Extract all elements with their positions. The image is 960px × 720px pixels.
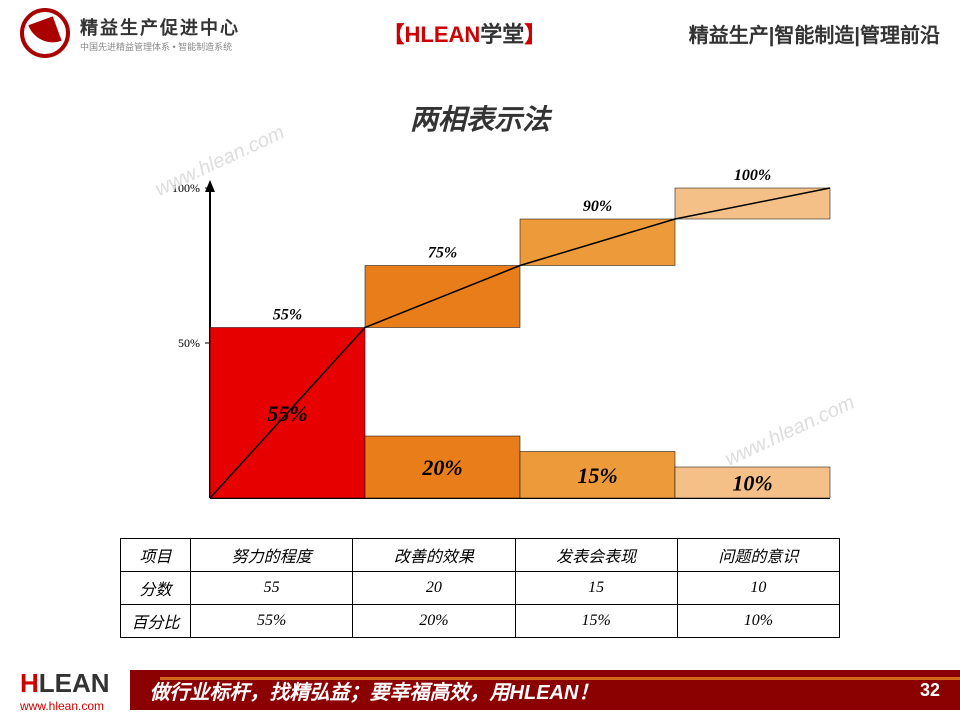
- row-header: 项目: [121, 539, 191, 572]
- data-table: 项目努力的程度改善的效果发表会表现问题的意识分数55201510百分比55%20…: [120, 538, 840, 638]
- svg-text:20%: 20%: [421, 455, 462, 480]
- svg-text:10%: 10%: [732, 471, 772, 496]
- table-row: 分数55201510: [121, 572, 840, 605]
- table-cell: 55: [191, 572, 353, 605]
- table-cell: 20%: [353, 605, 515, 638]
- page-title: 两相表示法: [0, 98, 960, 138]
- page-number: 32: [920, 680, 940, 701]
- table-cell: 发表会表现: [515, 539, 677, 572]
- row-header: 百分比: [121, 605, 191, 638]
- table-cell: 15: [515, 572, 677, 605]
- svg-text:55%: 55%: [273, 307, 302, 324]
- footer-url: www.hlean.com: [20, 699, 110, 713]
- svg-text:15%: 15%: [577, 463, 617, 488]
- svg-text:75%: 75%: [428, 245, 457, 262]
- header-right: 精益生产|智能制造|管理前沿: [689, 19, 940, 48]
- table-row: 百分比55%20%15%10%: [121, 605, 840, 638]
- footer: HLEAN www.hlean.com 做行业标杆，找精弘益；要幸福高效，用HL…: [0, 660, 960, 720]
- svg-text:100%: 100%: [734, 167, 771, 184]
- table-cell: 15%: [515, 605, 677, 638]
- footer-bar: 做行业标杆，找精弘益；要幸福高效，用HLEAN！ 32: [130, 670, 960, 710]
- table-cell: 努力的程度: [191, 539, 353, 572]
- logo-area: 精益生产促进中心 中国先进精益管理体系 • 智能制造系统: [20, 8, 240, 58]
- table-cell: 问题的意识: [677, 539, 839, 572]
- row-header: 分数: [121, 572, 191, 605]
- logo-title: 精益生产促进中心: [80, 14, 240, 40]
- table-row: 项目努力的程度改善的效果发表会表现问题的意识: [121, 539, 840, 572]
- svg-text:90%: 90%: [583, 198, 612, 215]
- logo-icon: [20, 8, 70, 58]
- table-cell: 55%: [191, 605, 353, 638]
- svg-text:50%: 50%: [178, 336, 200, 350]
- footer-logo: HLEAN www.hlean.com: [0, 668, 130, 713]
- table-cell: 改善的效果: [353, 539, 515, 572]
- logo-subtitle: 中国先进精益管理体系 • 智能制造系统: [80, 40, 240, 53]
- table-cell: 20: [353, 572, 515, 605]
- pareto-chart: 50%100%55%75%90%100%55%20%15%10%: [120, 158, 840, 538]
- header: 精益生产促进中心 中国先进精益管理体系 • 智能制造系统 【HLEAN学堂】 精…: [0, 0, 960, 68]
- svg-text:100%: 100%: [172, 181, 200, 195]
- table-cell: 10%: [677, 605, 839, 638]
- footer-stripe: [160, 677, 960, 680]
- header-center: 【HLEAN学堂】: [240, 17, 689, 49]
- table-cell: 10: [677, 572, 839, 605]
